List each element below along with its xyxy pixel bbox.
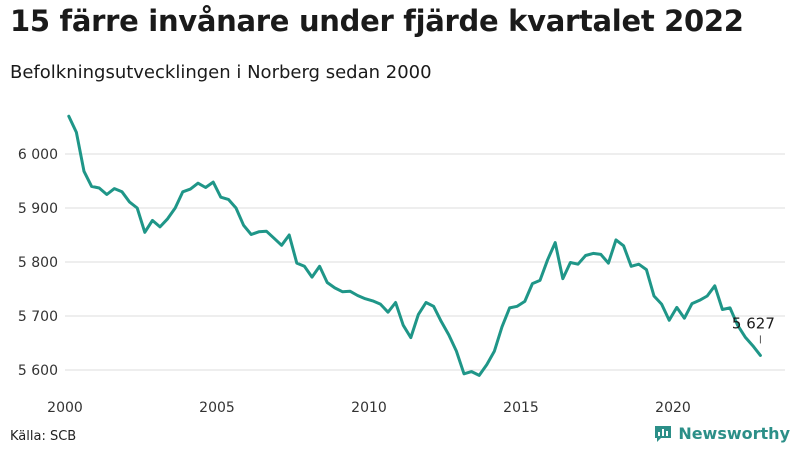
y-tick-label: 5 700 [18,309,58,325]
x-tick-label: 2020 [655,400,691,416]
chart-subtitle: Befolkningsutvecklingen i Norberg sedan … [10,62,432,83]
brand-logo: Newsworthy [654,424,790,443]
y-tick-label: 5 800 [18,255,58,271]
annotation-label: 5 627 [732,314,775,332]
y-tick-label: 5 600 [18,363,58,379]
y-tick-label: 5 900 [18,201,58,217]
brand-name: Newsworthy [678,424,790,443]
source-note: Källa: SCB [10,429,77,444]
y-tick-label: 6 000 [18,147,58,163]
series-line [67,114,762,377]
x-tick-label: 2010 [351,400,387,416]
x-tick-label: 2015 [503,400,539,416]
x-tick-label: 2005 [199,400,235,416]
gridlines [65,153,785,371]
series-group [67,114,762,377]
x-axis-labels: 2000 2005 2010 2015 2020 [47,400,691,416]
annotation-group: 5 627 [732,314,775,344]
newsworthy-logo-icon [655,425,672,442]
y-axis-labels: 5 600 5 700 5 800 5 900 6 000 [18,147,58,379]
chart-title: 15 färre invånare under fjärde kvartalet… [10,4,744,38]
x-tick-label: 2000 [47,400,83,416]
